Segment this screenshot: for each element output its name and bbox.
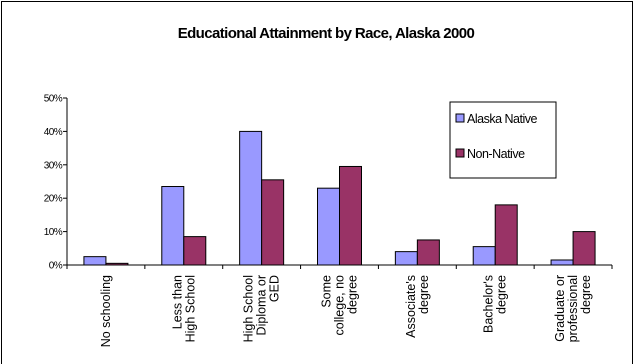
bar-non-native xyxy=(572,231,596,266)
legend-label: Alaska Native xyxy=(467,112,537,126)
x-category-label: Graduate or professional degree xyxy=(553,275,593,342)
x-category-line: degree xyxy=(417,275,431,314)
bar-alaska-native xyxy=(83,256,107,266)
y-tick-label: 20% xyxy=(44,194,63,205)
x-category-line: professional xyxy=(566,275,580,342)
bar-non-native xyxy=(183,236,207,266)
x-category-line: High School xyxy=(242,275,256,342)
x-category-line: college, no xyxy=(333,275,347,336)
bar-alaska-native xyxy=(550,259,574,266)
legend-box xyxy=(449,101,557,179)
bar-non-native xyxy=(416,239,440,266)
legend: Alaska Native Non-Native xyxy=(449,101,557,179)
x-category-label: Less than High School xyxy=(170,275,197,342)
bar-alaska-native xyxy=(394,251,418,266)
plot-area: 0%10%20%30%40%50%No schooling Less than Hi… xyxy=(44,94,613,347)
legend-swatch xyxy=(455,113,465,123)
x-category-line: Less than xyxy=(170,275,184,329)
bar-non-native xyxy=(261,179,285,266)
y-tick-label: 30% xyxy=(44,160,63,171)
x-category-line: degree xyxy=(495,275,509,314)
bar-alaska-native xyxy=(161,186,185,266)
x-category-line: Associate's xyxy=(404,275,418,338)
legend-label: Non-Native xyxy=(467,147,525,161)
bar-alaska-native xyxy=(472,246,496,266)
x-category-line: degree xyxy=(346,275,360,314)
bar-non-native xyxy=(339,165,362,266)
x-category-label: Some college, no degree xyxy=(320,275,360,336)
x-category-line: Graduate or xyxy=(553,275,567,342)
bar-alaska-native xyxy=(239,130,263,266)
x-category-line: GED xyxy=(268,275,282,302)
y-tick-label: 10% xyxy=(44,227,63,238)
x-category-label: No schooling xyxy=(99,275,113,347)
x-category-line: degree xyxy=(579,275,593,314)
bar-non-native xyxy=(494,204,518,266)
bar-non-native xyxy=(105,262,129,266)
x-category-line: Some xyxy=(320,275,334,308)
legend-swatch xyxy=(455,148,465,158)
bar-alaska-native xyxy=(317,187,340,266)
y-tick-label: 50% xyxy=(44,94,63,105)
x-category-line: Diploma or xyxy=(255,275,269,335)
x-category-label: High School Diploma or GED xyxy=(242,275,282,342)
x-category-label: Associate's degree xyxy=(404,275,431,338)
x-category-line: No schooling xyxy=(99,275,113,347)
chart-title: Educational Attainment by Race, Alaska 2… xyxy=(178,25,475,42)
y-tick-label: 0% xyxy=(49,261,63,272)
x-category-label: Bachelor's degree xyxy=(482,275,509,333)
y-tick-label: 40% xyxy=(44,127,63,138)
x-category-line: Bachelor's xyxy=(482,275,496,333)
x-category-line: High School xyxy=(183,275,197,342)
